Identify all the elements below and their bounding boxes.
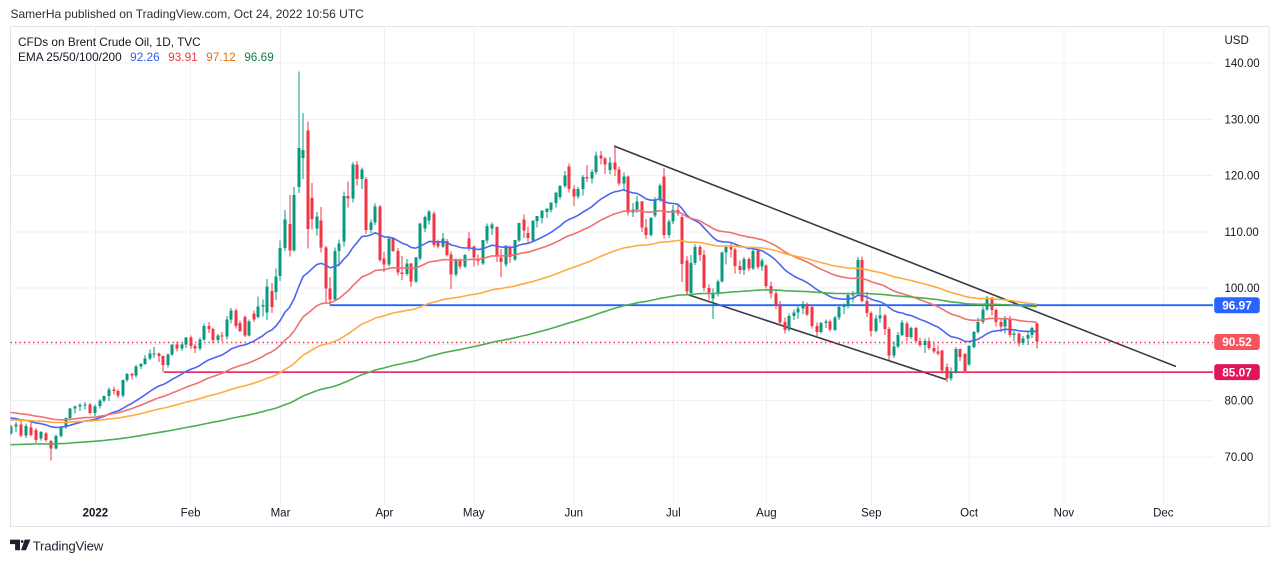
- svg-text:TradingView: TradingView: [33, 539, 104, 554]
- svg-text:120.00: 120.00: [1225, 171, 1260, 183]
- svg-text:Jul: Jul: [666, 508, 681, 520]
- svg-text:Sep: Sep: [861, 508, 881, 520]
- svg-text:70.00: 70.00: [1225, 452, 1254, 464]
- svg-text:Mar: Mar: [271, 508, 291, 520]
- svg-text:Aug: Aug: [756, 508, 776, 520]
- svg-text:SamerHa published on TradingVi: SamerHa published on TradingView.com, Oc…: [11, 7, 365, 21]
- svg-text:Jun: Jun: [565, 508, 584, 520]
- svg-text:90.52: 90.52: [1222, 335, 1252, 349]
- svg-text:Oct: Oct: [960, 508, 979, 520]
- svg-text:USD: USD: [1225, 35, 1249, 47]
- svg-text:Nov: Nov: [1054, 508, 1075, 520]
- svg-text:130.00: 130.00: [1225, 114, 1260, 126]
- svg-text:140.00: 140.00: [1225, 58, 1260, 70]
- svg-text:Apr: Apr: [375, 508, 393, 520]
- svg-text:110.00: 110.00: [1225, 227, 1259, 239]
- svg-text:100.00: 100.00: [1225, 283, 1260, 295]
- svg-text:Dec: Dec: [1153, 508, 1174, 520]
- svg-text:Feb: Feb: [181, 508, 201, 520]
- svg-text:May: May: [463, 508, 485, 520]
- svg-text:96.97: 96.97: [1222, 299, 1252, 313]
- svg-text:2022: 2022: [83, 508, 109, 520]
- svg-text:85.07: 85.07: [1222, 365, 1252, 379]
- svg-text:CFDs on Brent Crude Oil, 1D, T: CFDs on Brent Crude Oil, 1D, TVC: [18, 35, 201, 49]
- svg-text:80.00: 80.00: [1225, 396, 1254, 408]
